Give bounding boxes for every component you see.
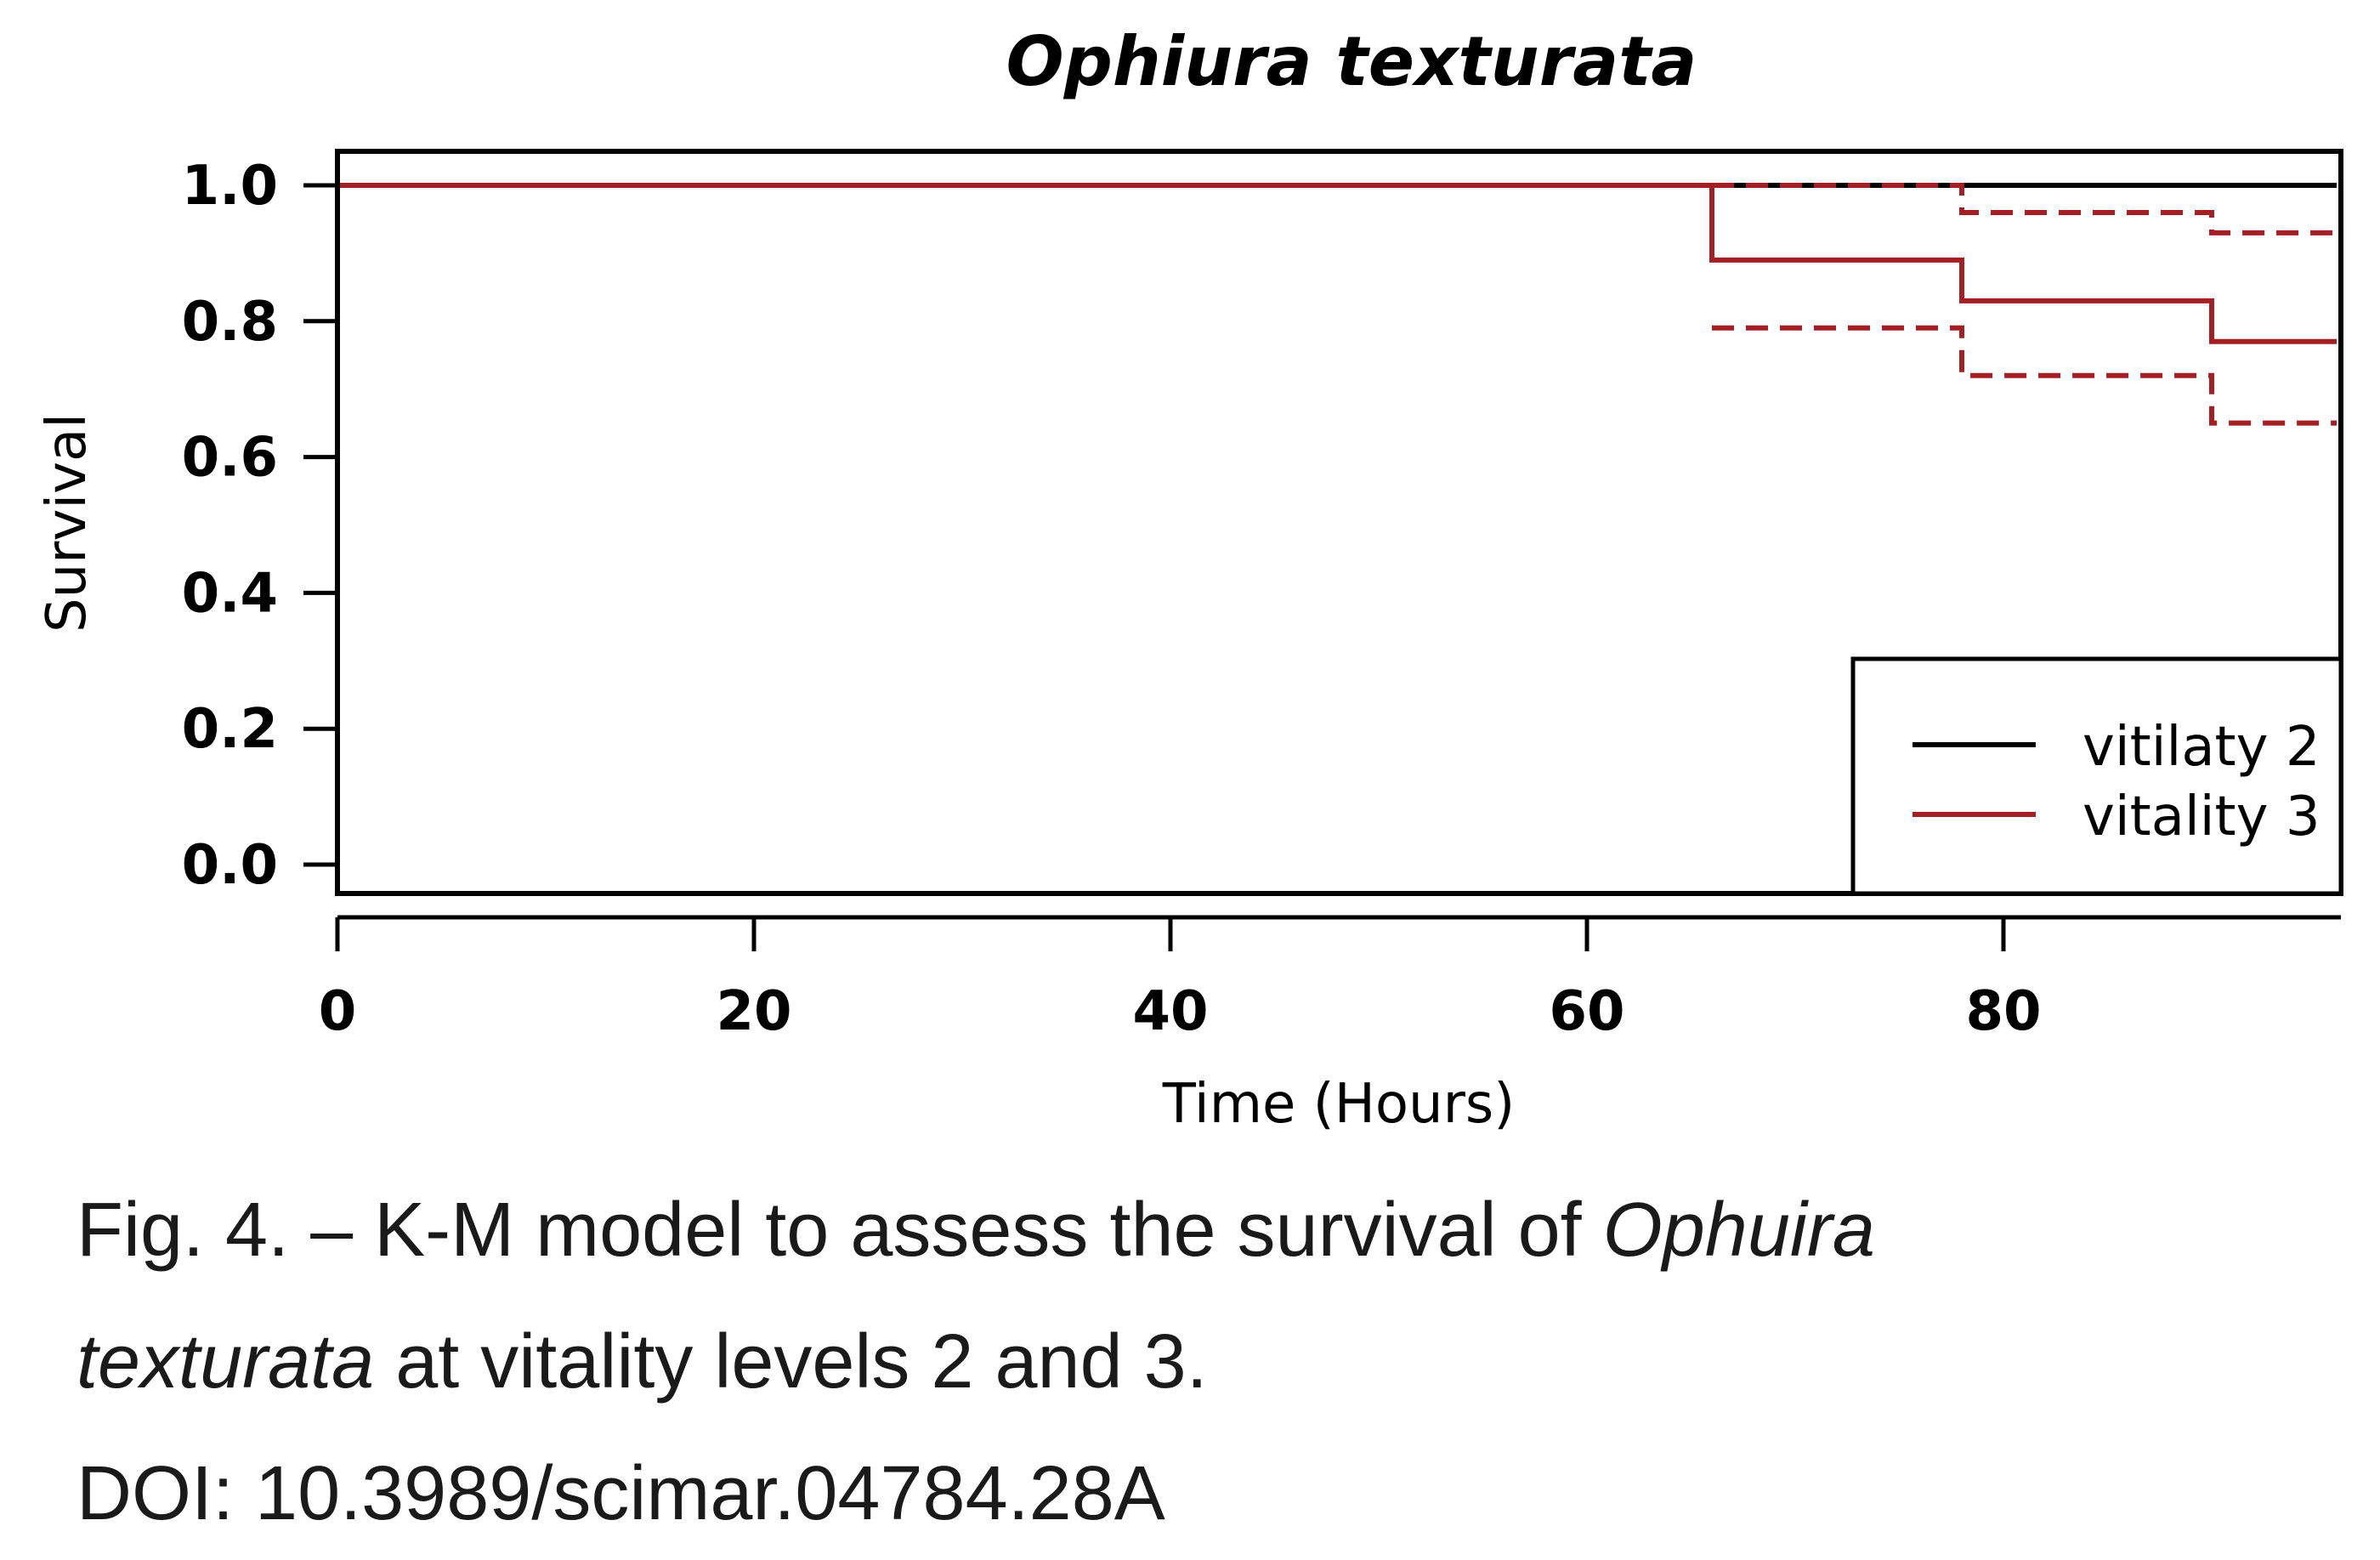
caption-species-genus: Ophuira [1602, 1188, 1875, 1273]
survival-chart: Ophiura texturata Survival Time (Hours) … [36, 22, 2343, 1136]
ci-lower-vitality-3 [1712, 325, 2337, 426]
legend-label-vitality-3: vitality 3 [2082, 786, 2320, 848]
y-axis-label: Survival [36, 413, 99, 633]
plot-frame [335, 149, 2343, 896]
legend-box [1850, 656, 2343, 896]
y-tick-label: 0.4 [182, 562, 278, 625]
x-tick-label: 60 [1549, 980, 1624, 1043]
legend-label-vitilaty-2: vitilaty 2 [2082, 716, 2320, 779]
series-lines [337, 183, 2337, 426]
x-tick-label: 20 [716, 980, 791, 1043]
ci-upper-vitality-3 [1712, 183, 2337, 235]
caption-text: Fig. 4. – K-M model to assess the surviv… [76, 1188, 1603, 1273]
legend: vitilaty 2 vitality 3 [1850, 656, 2343, 896]
axes: 0.0 0.2 0.4 0.6 0.8 1.0 0 20 40 60 80 [182, 155, 2341, 1043]
caption-line-1: Fig. 4. – K-M model to assess the surviv… [76, 1165, 2329, 1296]
caption-species-epithet: texturata [76, 1319, 375, 1404]
series-line-vitality-3 [337, 183, 2337, 344]
caption-line-2: texturata at vitality levels 2 and 3. [76, 1296, 2329, 1428]
x-tick-label: 0 [319, 980, 357, 1043]
chart-title: Ophiura texturata [1006, 22, 1697, 101]
y-tick-label: 0.8 [182, 291, 278, 354]
x-tick-label: 40 [1132, 980, 1208, 1043]
y-tick-label: 0.6 [182, 427, 278, 490]
caption-doi: DOI: 10.3989/scimar.04784.28A [76, 1451, 1165, 1536]
x-tick-label: 80 [1965, 980, 2041, 1043]
y-tick-label: 0.2 [182, 698, 278, 761]
y-tick-label: 1.0 [182, 155, 278, 218]
figure-caption: Fig. 4. – K-M model to assess the surviv… [76, 1165, 2329, 1560]
caption-text: at vitality levels 2 and 3. [374, 1319, 1208, 1404]
y-tick-label: 0.0 [182, 834, 278, 897]
x-axis-label: Time (Hours) [1162, 1073, 1515, 1136]
